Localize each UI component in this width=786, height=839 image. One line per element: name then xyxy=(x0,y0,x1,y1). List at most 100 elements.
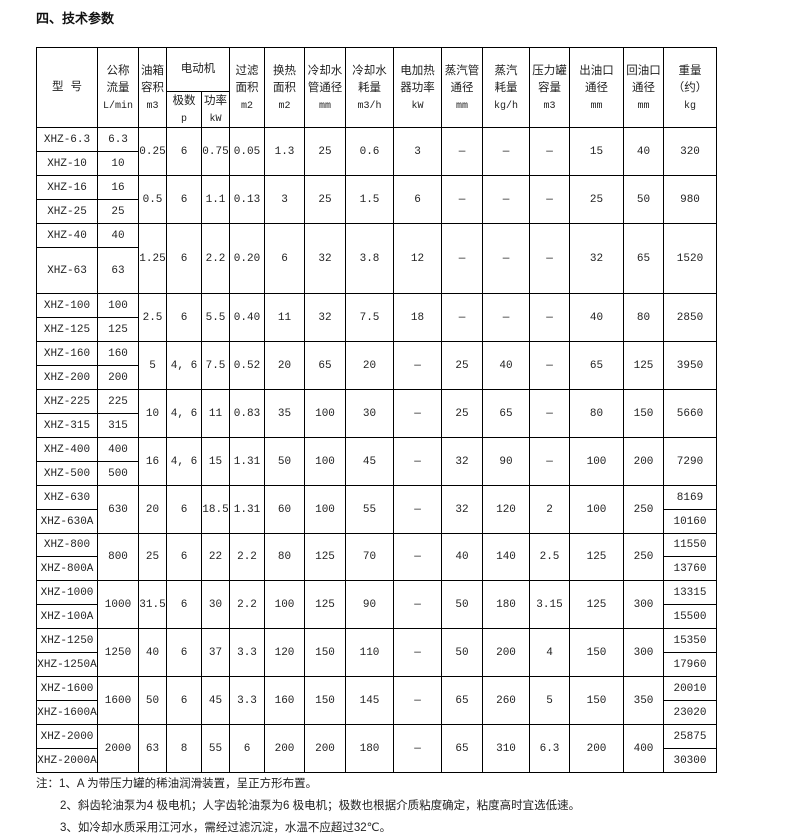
cell-power: 18.5 xyxy=(201,485,230,534)
cell-weight: 10160 xyxy=(663,509,717,534)
cell-steam: 200 xyxy=(482,628,530,677)
cell-filter: 3.3 xyxy=(229,676,265,725)
header-filter-line: m2 xyxy=(240,100,253,112)
header-tank-line: m3 xyxy=(146,100,159,112)
header-heat-line: 面积 xyxy=(273,81,296,95)
cell-filter: 6 xyxy=(229,724,265,773)
cell-poles: 6 xyxy=(166,485,202,534)
cell-heat: 50 xyxy=(264,437,305,486)
cell-outlet: 125 xyxy=(569,533,624,581)
table-row: XHZ-800A 13760 xyxy=(36,556,717,581)
table-row: XHZ-25 25 xyxy=(36,199,717,224)
cell-steampipe: 50 xyxy=(441,628,483,677)
cell-tank: 25 xyxy=(138,533,167,581)
cell-filter: 1.31 xyxy=(229,437,265,486)
table-row: XHZ-630A 10160 xyxy=(36,509,717,534)
cell-weight: 5660 xyxy=(663,389,717,438)
cell-power: 45 xyxy=(201,676,230,725)
header-tankp-line: m3 xyxy=(543,100,556,112)
cell-filter: 0.40 xyxy=(229,293,265,342)
section-title: 四、技术参数 xyxy=(36,11,115,26)
header-weight-line: （约） xyxy=(672,81,708,95)
cell-ret: 65 xyxy=(623,223,664,294)
cell-weight: 20010 xyxy=(663,676,717,701)
header-filter-line: 过滤 xyxy=(235,64,259,78)
note-2: 2、斜齿轮油泵为4 极电机；人字齿轮油泵为6 极电机；极数也根据介质粘度确定，粘… xyxy=(60,800,581,812)
cell-power: 11 xyxy=(201,389,230,438)
table-row: XHZ-6.3 6.3 0.25 6 0.75 0.05 1.3 25 0.6 3— — —15 40 3… xyxy=(36,127,717,176)
cell-heater: 12 xyxy=(393,223,442,294)
header-flow-line: L/min xyxy=(102,100,133,112)
cell-weight: 23020 xyxy=(663,700,717,725)
cell-ret: 350 xyxy=(623,676,664,725)
cell-outlet: 65 xyxy=(569,341,624,390)
header-poles-line: 极数 xyxy=(172,95,196,108)
cell-weight: 17960 xyxy=(663,652,717,677)
cell-flow: 315 xyxy=(97,413,139,438)
cell-flow: 1250 xyxy=(97,628,139,677)
table-row: XHZ-10 10 xyxy=(36,151,717,176)
table-row: XHZ-100A 15500 xyxy=(36,604,717,629)
cell-heater: — xyxy=(393,485,442,534)
cell-poles: 4, 6 xyxy=(166,341,202,390)
header-heat-line: m2 xyxy=(278,100,291,112)
table-row: XHZ-40 40 1.25 6 2.2 0.20 6 32 3.8 12— — —32 65 1520 xyxy=(36,223,717,294)
cell-model: XHZ-225 xyxy=(36,389,98,414)
cell-model: XHZ-125 xyxy=(36,317,98,342)
cell-heat: 35 xyxy=(264,389,305,438)
header-outlet-line: 出油口 xyxy=(579,64,614,78)
cell-weight: 13760 xyxy=(663,556,717,581)
cell-pipe: 100 xyxy=(304,485,346,534)
header-water-line: 耗量 xyxy=(358,81,381,95)
cell-heat: 20 xyxy=(264,341,305,390)
cell-flow: 16 xyxy=(97,175,139,200)
cell-poles: 6 xyxy=(166,175,202,224)
header-steam-line: 蒸汽 xyxy=(494,64,518,78)
cell-tankp: — xyxy=(529,175,570,224)
cell-weight: 13315 xyxy=(663,580,717,605)
cell-flow: 40 xyxy=(97,223,139,248)
header-weight: 重量 （约） kg xyxy=(663,47,717,128)
cell-poles: 6 xyxy=(166,127,202,176)
cell-power: 30 xyxy=(201,580,230,629)
cell-steampipe: 65 xyxy=(441,724,483,773)
cell-heater: 18 xyxy=(393,293,442,342)
cell-model: XHZ-400 xyxy=(36,437,98,462)
header-filter: 过滤面积 m2 xyxy=(229,47,265,128)
cell-pipe: 25 xyxy=(304,127,346,176)
table-row: XHZ-2000 2000 63 8 55 6 200 200 180—65 310 6.3 200 4… xyxy=(36,724,717,773)
cell-tank: 40 xyxy=(138,628,167,677)
cell-tankp: — xyxy=(529,293,570,342)
cell-steam: 140 xyxy=(482,533,530,581)
table-row: XHZ-2000A 30300 xyxy=(36,748,717,773)
table-row: XHZ-16 16 0.5 6 1.1 0.13 3 25 1.5 6— — —25 50 980 xyxy=(36,175,717,224)
cell-steam: 40 xyxy=(482,341,530,390)
header-outlet: 出油口 通径 mm xyxy=(569,47,624,128)
cell-heater: — xyxy=(393,580,442,629)
table-row: XHZ-630 630 20 6 18.5 1.31 60 100 55—32 120 2 100 25… xyxy=(36,485,717,534)
cell-flow: 500 xyxy=(97,461,139,486)
cell-water: 1.5 xyxy=(345,175,394,224)
cell-steampipe: 25 xyxy=(441,341,483,390)
cell-poles: 6 xyxy=(166,628,202,677)
cell-weight: 980 xyxy=(663,175,717,224)
notes: 注：1、A 为带压力罐的稀油润滑装置，呈正方形布置。 2、斜齿轮油泵为4 极电机… xyxy=(36,773,580,839)
table-row: XHZ-1600A 23020 xyxy=(36,700,717,725)
cell-pipe: 125 xyxy=(304,533,346,581)
cell-water: 180 xyxy=(345,724,394,773)
cell-water: 45 xyxy=(345,437,394,486)
header-water-line: m3/h xyxy=(357,100,382,112)
cell-model: XHZ-2000 xyxy=(36,724,98,749)
cell-tankp: 3.15 xyxy=(529,580,570,629)
cell-weight: 15500 xyxy=(663,604,717,629)
cell-steampipe: 50 xyxy=(441,580,483,629)
header-heater-line: 器功率 xyxy=(400,81,435,95)
header-filter-line: 面积 xyxy=(235,81,259,95)
cell-model: XHZ-200 xyxy=(36,365,98,390)
header-steampipe-line: mm xyxy=(455,100,468,112)
header-steam-line: 耗量 xyxy=(494,81,518,95)
cell-weight: 1520 xyxy=(663,223,717,294)
cell-heat: 6 xyxy=(264,223,305,294)
cell-weight: 320 xyxy=(663,127,717,176)
cell-model: XHZ-10 xyxy=(36,151,98,176)
